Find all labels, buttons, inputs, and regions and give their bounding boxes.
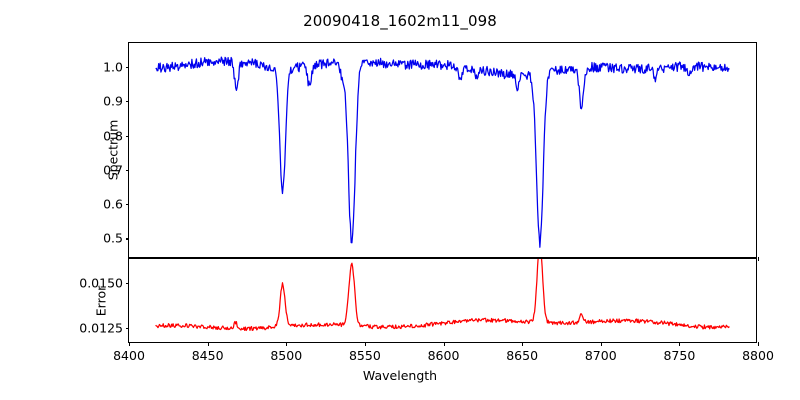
x-tick-mark — [522, 342, 524, 346]
figure-title: 20090418_1602m11_098 — [303, 12, 497, 30]
y-tick-label: 0.9 — [103, 93, 123, 109]
x-tick-label: 8650 — [506, 348, 539, 363]
x-tick-mark — [207, 342, 209, 346]
y-tick-label: 0.7 — [103, 162, 123, 178]
x-tick-mark — [443, 342, 445, 346]
y-tick-mark — [125, 327, 129, 329]
y-tick-mark — [125, 238, 129, 240]
y-tick-mark — [125, 67, 129, 69]
error-axes: Error 8400 8450 8500 8550 8600 8650 8700 8750 88… — [79, 258, 774, 363]
x-tick-label: 8450 — [191, 348, 224, 363]
spectrum-axes: Spectrum 0.5 0.6 0.7 0.8 0.9 1.0 — [103, 42, 760, 261]
x-tick-mark — [758, 342, 760, 346]
x-tick-mark — [600, 342, 602, 346]
spectrum-plot-area — [129, 43, 756, 257]
x-tick-mark — [129, 342, 131, 346]
x-tick-mark — [679, 342, 681, 346]
y-tick-mark — [125, 135, 129, 137]
x-tick-label: 8500 — [270, 348, 303, 363]
x-tick-mark — [758, 257, 760, 261]
y-tick-label: 0.0125 — [79, 320, 123, 336]
error-trace — [156, 259, 730, 330]
x-tick-label: 8550 — [348, 348, 381, 363]
x-tick-label: 8600 — [427, 348, 460, 363]
x-tick-label: 8800 — [742, 348, 774, 363]
y-tick-mark — [125, 204, 129, 206]
y-tick-mark — [125, 169, 129, 171]
y-tick-label: 1.0 — [103, 59, 123, 75]
x-axis-label: Wavelength — [362, 368, 438, 383]
spectrum-trace — [156, 57, 730, 247]
y-tick-label: 0.0150 — [79, 275, 123, 290]
x-tick-mark — [286, 342, 288, 346]
y-tick-label: 0.8 — [103, 128, 123, 144]
y-tick-mark — [125, 282, 129, 284]
x-tick-label: 8700 — [584, 348, 617, 363]
y-tick-label: 0.6 — [103, 196, 123, 212]
y-tick-label: 0.5 — [103, 230, 123, 246]
x-tick-mark — [364, 342, 366, 346]
error-plot-area — [129, 259, 756, 342]
x-tick-label: 8400 — [113, 348, 145, 363]
x-tick-label: 8750 — [663, 348, 696, 363]
error-y-axis-label: Error — [93, 285, 109, 316]
y-tick-mark — [125, 101, 129, 103]
